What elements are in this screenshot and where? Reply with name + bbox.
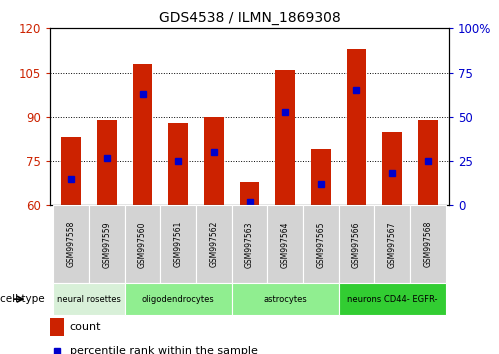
Text: GSM997559: GSM997559 <box>102 221 111 268</box>
Text: count: count <box>70 322 101 332</box>
Bar <box>418 120 438 205</box>
Text: GSM997564: GSM997564 <box>280 221 289 268</box>
Bar <box>267 205 303 283</box>
Bar <box>347 49 366 205</box>
Bar <box>232 205 267 283</box>
Bar <box>169 123 188 205</box>
Bar <box>196 205 232 283</box>
Bar <box>61 137 81 205</box>
Bar <box>160 205 196 283</box>
Text: GSM997568: GSM997568 <box>423 221 432 268</box>
Bar <box>303 205 339 283</box>
Bar <box>410 205 446 283</box>
Bar <box>275 70 295 205</box>
Bar <box>133 64 152 205</box>
Title: GDS4538 / ILMN_1869308: GDS4538 / ILMN_1869308 <box>159 11 340 24</box>
Bar <box>311 149 330 205</box>
Bar <box>204 117 224 205</box>
Text: neural rosettes: neural rosettes <box>57 295 121 304</box>
Text: neurons CD44- EGFR-: neurons CD44- EGFR- <box>347 295 437 304</box>
Bar <box>240 182 259 205</box>
Text: astrocytes: astrocytes <box>263 295 307 304</box>
Bar <box>50 318 64 336</box>
Text: oligodendrocytes: oligodendrocytes <box>142 295 215 304</box>
Bar <box>382 132 402 205</box>
Bar <box>53 283 125 315</box>
Text: GSM997562: GSM997562 <box>210 221 219 268</box>
Text: percentile rank within the sample: percentile rank within the sample <box>70 346 258 354</box>
Text: GSM997566: GSM997566 <box>352 221 361 268</box>
Bar <box>339 283 446 315</box>
Bar <box>89 205 125 283</box>
Bar <box>125 205 160 283</box>
Text: GSM997560: GSM997560 <box>138 221 147 268</box>
Text: GSM997561: GSM997561 <box>174 221 183 268</box>
Bar <box>232 283 339 315</box>
Text: GSM997565: GSM997565 <box>316 221 325 268</box>
Bar <box>53 205 89 283</box>
Bar <box>97 120 117 205</box>
Bar <box>339 205 374 283</box>
Bar <box>125 283 232 315</box>
Text: GSM997558: GSM997558 <box>67 221 76 268</box>
Text: GSM997563: GSM997563 <box>245 221 254 268</box>
Text: GSM997567: GSM997567 <box>388 221 397 268</box>
Text: cell type: cell type <box>0 294 45 304</box>
Bar <box>374 205 410 283</box>
